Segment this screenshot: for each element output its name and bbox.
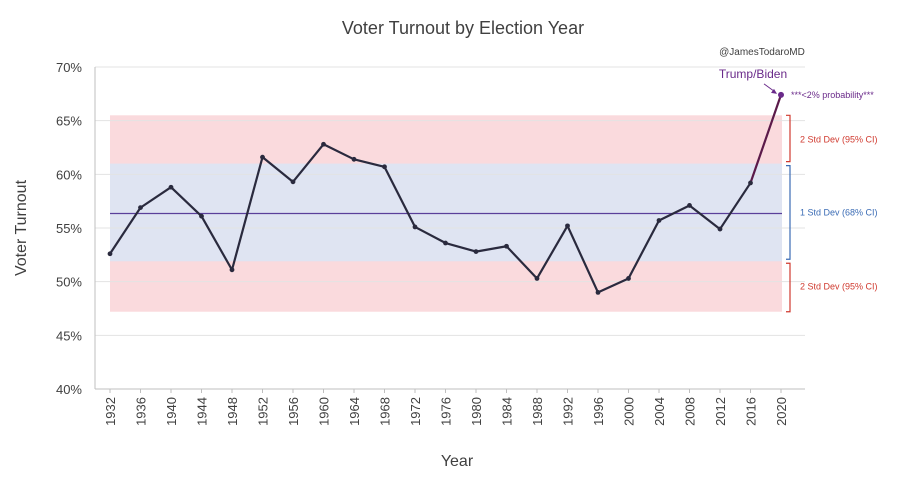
x-tick-label: 1948	[225, 397, 240, 426]
data-point	[473, 249, 479, 255]
data-point	[717, 226, 723, 232]
x-tick-label: 1976	[439, 397, 454, 426]
data-point	[443, 240, 448, 246]
data-point	[168, 184, 174, 190]
data-point	[229, 267, 235, 273]
data-point	[595, 290, 601, 295]
y-axis-label: Voter Turnout	[13, 179, 30, 276]
x-tick-label: 1980	[469, 397, 484, 426]
x-tick-label: 2004	[652, 397, 667, 426]
data-point	[687, 203, 692, 208]
y-tick-label: 50%	[56, 275, 82, 290]
data-point	[656, 218, 662, 223]
data-point	[626, 276, 631, 281]
lower-bracket	[786, 262, 791, 313]
x-tick-label: 1992	[561, 397, 576, 426]
x-tick-label: 1972	[408, 397, 423, 426]
data-point	[321, 141, 326, 147]
data-point	[534, 276, 540, 281]
chart-title: Voter Turnout by Election Year	[342, 18, 584, 38]
x-tick-label: 1996	[591, 397, 606, 426]
inner-band	[110, 163, 782, 262]
x-tick-label: 2020	[774, 397, 789, 426]
series-group: Trump/Biden ***<2% probability***	[107, 67, 874, 295]
annotation-label: Trump/Biden	[719, 67, 787, 81]
series-line-last-segment	[749, 94, 783, 184]
y-tick-label: 55%	[56, 221, 82, 236]
upper-band-label: 2 Std Dev (95% CI)	[800, 134, 878, 144]
lower-band-label: 2 Std Dev (95% CI)	[800, 281, 878, 291]
upper-bracket	[786, 114, 791, 163]
x-tick-label: 1952	[256, 397, 271, 426]
y-tick-label: 65%	[56, 114, 82, 129]
y-tick-label: 45%	[56, 328, 82, 343]
data-point	[107, 251, 113, 257]
x-tick-label: 2000	[622, 397, 637, 426]
middle-band-label: 1 Std Dev (68% CI)	[800, 207, 878, 217]
gridlines	[95, 66, 805, 336]
annotation-note: ***<2% probability***	[791, 90, 874, 100]
x-tick-label: 1940	[164, 397, 179, 426]
annotation-arrowhead	[771, 88, 777, 94]
data-point	[199, 213, 204, 219]
x-axis-label: Year	[441, 453, 474, 470]
x-tick-label: 1932	[103, 397, 118, 426]
credit-label: @JamesTodaroMD	[719, 47, 805, 58]
data-point	[778, 91, 784, 98]
x-tick-label: 1968	[378, 397, 393, 426]
data-point	[504, 243, 509, 249]
data-point	[412, 224, 418, 230]
x-tick-label: 2008	[683, 397, 698, 426]
y-tick-label: 40%	[56, 382, 82, 397]
data-point	[260, 154, 265, 160]
x-tick-label: 1956	[286, 397, 301, 426]
data-point	[565, 223, 570, 229]
y-tick-label: 60%	[56, 167, 82, 182]
data-point	[290, 179, 296, 185]
x-tick-label: 1944	[195, 397, 210, 426]
band-brackets: 2 Std Dev (95% CI) 1 Std Dev (68% CI) 2 St…	[786, 114, 878, 313]
y-tick-label: 70%	[56, 60, 82, 75]
series-line	[109, 143, 752, 294]
x-tick-label: 1988	[530, 397, 545, 426]
data-point	[351, 156, 357, 162]
x-tick-label: 1984	[500, 397, 515, 426]
axes: 40% 45% 50% 55% 60% 65% 70% 1932 1936 1940 1944 194…	[56, 60, 805, 426]
data-point	[382, 164, 387, 170]
middle-bracket	[786, 165, 791, 260]
x-tick-label: 1960	[317, 397, 332, 426]
x-tick-label: 2016	[744, 397, 759, 426]
data-point	[748, 180, 753, 186]
x-tick-label: 1936	[134, 397, 149, 426]
x-tick-label: 1964	[347, 397, 362, 426]
x-tick-label: 2012	[713, 397, 728, 426]
data-point	[138, 205, 143, 211]
